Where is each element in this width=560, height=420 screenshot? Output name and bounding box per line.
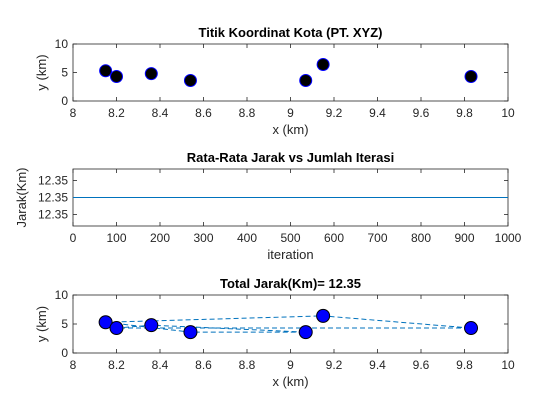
y-tick-label: 10 [55, 288, 69, 302]
route-point [144, 318, 159, 333]
route-line [105, 315, 472, 333]
x-tick-label: 8.2 [108, 106, 125, 120]
x-tick-label: 600 [324, 231, 344, 245]
x-tick-label: 1000 [495, 231, 522, 245]
y-tick-label: 5 [61, 66, 68, 80]
plot-total-distance: 8 8.2 8.4 8.6 8.8 9 9.2 9.4 9.6 9.8 10 0 5 10 Total Ja… [34, 276, 515, 389]
x-tick-label: 8.6 [195, 358, 212, 372]
y-axis-label: y (km) [34, 54, 49, 90]
x-axis-label: x (km) [272, 122, 308, 137]
x-tick-label: 8 [70, 106, 77, 120]
x-tick-label: 8.8 [239, 358, 256, 372]
x-tick-label: 200 [150, 231, 170, 245]
y-tick-label: 0 [61, 346, 68, 360]
route-point [183, 325, 198, 340]
x-tick-label: 9.8 [456, 106, 473, 120]
y-tick-label: 12.35 [38, 208, 68, 222]
y-tick-label: 12.35 [38, 191, 68, 205]
x-tick-label: 100 [106, 231, 126, 245]
city-point [110, 69, 123, 83]
axes-box [72, 294, 509, 354]
route-point [109, 321, 124, 336]
y-axis-label: Jarak(Km) [14, 168, 29, 228]
x-tick-label: 9.4 [369, 106, 386, 120]
y-axis-label: y (km) [34, 306, 49, 342]
x-tick-label: 8.8 [239, 106, 256, 120]
city-point [316, 58, 330, 72]
x-tick-label: 9.6 [413, 106, 430, 120]
x-tick-label: 8.6 [195, 106, 212, 120]
route-point [464, 321, 479, 336]
city-point [183, 73, 197, 87]
y-tick-label: 12.35 [38, 173, 68, 187]
chart-title: Titik Koordinat Kota (PT. XYZ) [199, 25, 383, 40]
city-point [464, 69, 478, 83]
y-tick-label: 0 [61, 94, 68, 108]
city-point [299, 73, 313, 87]
x-tick-label: 800 [411, 231, 431, 245]
x-axis-label: iteration [267, 247, 313, 262]
x-tick-label: 9.4 [369, 358, 386, 372]
x-tick-label: 9 [287, 358, 294, 372]
y-tick-label: 5 [61, 317, 68, 331]
x-tick-label: 9 [287, 106, 294, 120]
x-tick-label: 10 [501, 106, 515, 120]
x-tick-label: 10 [501, 358, 515, 372]
x-tick-label: 500 [280, 231, 300, 245]
x-axis-label: x (km) [272, 374, 308, 389]
y-tick-label: 10 [55, 37, 69, 51]
route-point [316, 308, 331, 323]
axes-box [72, 43, 509, 102]
x-tick-label: 700 [367, 231, 387, 245]
city-point [144, 67, 158, 81]
x-tick-label: 8.4 [152, 358, 169, 372]
chart-title: Rata-Rata Jarak vs Jumlah Iterasi [187, 150, 394, 165]
x-tick-label: 400 [237, 231, 257, 245]
x-tick-label: 9.2 [326, 358, 343, 372]
city-point [99, 64, 113, 78]
x-tick-label: 8.4 [152, 106, 169, 120]
x-tick-label: 0 [70, 231, 77, 245]
x-tick-label: 900 [454, 231, 474, 245]
x-tick-label: 9.2 [326, 106, 343, 120]
x-tick-label: 9.6 [413, 358, 430, 372]
x-tick-label: 8.2 [108, 358, 125, 372]
chart-title: Total Jarak(Km)= 12.35 [220, 276, 361, 291]
route-point [98, 315, 113, 330]
x-tick-label: 8 [70, 358, 77, 372]
plot-city-coordinates: 8 8.2 8.4 8.6 8.8 9 9.2 9.4 9.6 9.8 10 0 5 10 Titik Ko… [34, 25, 515, 137]
route-point [298, 325, 313, 340]
plot-average-distance: 0 100 200 300 400 500 600 700 800 900 1000 12.35 12.… [14, 150, 522, 262]
x-tick-label: 300 [193, 231, 213, 245]
x-tick-label: 9.8 [456, 358, 473, 372]
